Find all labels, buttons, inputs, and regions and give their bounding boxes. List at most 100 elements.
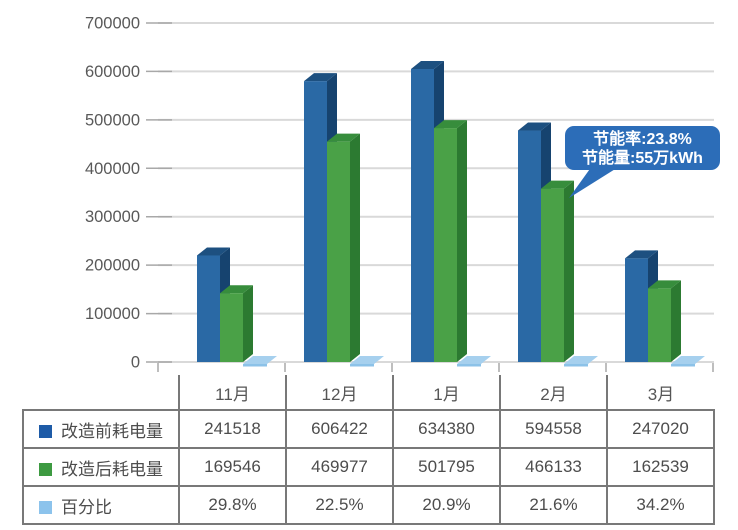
y-tick-label: 200000 (85, 257, 140, 275)
bar-top-face (327, 133, 360, 142)
chart-area: 0 100000 200000 300000 400000 500000 600000 700… (85, 15, 720, 372)
chart-svg: 0 100000 200000 300000 400000 500000 600000 700… (85, 15, 720, 372)
y-tick-label: 400000 (85, 160, 140, 178)
bar-front-face (648, 288, 671, 362)
y-tick-label: 500000 (85, 111, 140, 129)
month-header-5: 3月 (606, 375, 714, 410)
month-header-1: 11月 (178, 375, 286, 410)
bar-after-1月 (434, 120, 467, 362)
bar-top-face (304, 73, 337, 82)
table-row-percent: 百分比 29.8% 22.5% 20.9% 21.6% 34.2% (22, 485, 715, 525)
bar-front-face (304, 81, 327, 362)
legend-swatch-after (39, 462, 52, 476)
bar-front-face (625, 258, 648, 362)
table-cell: 247020 (606, 409, 715, 449)
table-cell: 29.8% (178, 485, 287, 525)
table-cell: 606422 (285, 409, 394, 449)
bar-top-face (220, 285, 253, 294)
legend-label: 改造后耗电量 (61, 459, 163, 479)
table-cell: 169546 (178, 447, 287, 487)
table-row-after: 改造后耗电量 169546 469977 501795 466133 162539 (22, 447, 715, 487)
bar-side-face (564, 180, 574, 362)
bar-side-face (350, 133, 360, 362)
bar-top-face (197, 247, 230, 256)
bar-percent-1月 (457, 356, 491, 367)
bar-top-face (518, 122, 551, 131)
table-header-row: 11月 12月 1月 2月 3月 (23, 375, 714, 410)
legend-label: 改造前耗电量 (61, 421, 163, 441)
bar-percent-2月 (564, 356, 598, 367)
table-row-before: 改造前耗电量 241518 606422 634380 594558 247020 (22, 409, 715, 449)
table-cell: 22.5% (285, 485, 394, 525)
y-axis: 0 100000 200000 300000 400000 500000 600000 700… (85, 15, 140, 372)
bar-top-face (434, 120, 467, 129)
bar-front-face (220, 293, 243, 362)
month-header-2: 12月 (285, 375, 393, 410)
bar-top-face (457, 356, 491, 364)
bar-top-face (541, 180, 574, 189)
bar-percent-11月 (243, 356, 277, 367)
bar-top-face (411, 61, 444, 70)
bar-side-face (671, 280, 681, 362)
bar-after-2月 (541, 180, 574, 362)
bar-front-face (327, 141, 350, 362)
table-cell: 501795 (392, 447, 501, 487)
bar-side-face (243, 285, 253, 362)
callout-line-2: 节能量:55万kWh (582, 148, 703, 167)
data-table: 11月 12月 1月 2月 3月 改造前耗电量 241518 606422 634380 594… (22, 375, 715, 525)
table-cell: 469977 (285, 447, 394, 487)
bar-front-face (541, 188, 564, 362)
y-tick-label: 600000 (85, 63, 140, 81)
bar-front-face (350, 364, 374, 367)
bar-front-face (434, 128, 457, 362)
table-cell: 21.6% (499, 485, 608, 525)
y-tick-label: 700000 (85, 15, 140, 33)
bar-percent-12月 (350, 356, 384, 367)
month-header-3: 1月 (392, 375, 500, 410)
table-cell: 241518 (178, 409, 287, 449)
legend-cell-before: 改造前耗电量 (22, 409, 180, 449)
corner-cell (23, 375, 179, 410)
bar-after-12月 (327, 133, 360, 362)
legend-swatch-percent (39, 500, 52, 514)
month-header-row: 11月 12月 1月 2月 3月 (23, 375, 714, 410)
table-cell: 594558 (499, 409, 608, 449)
legend-cell-after: 改造后耗电量 (22, 447, 180, 487)
table-cell: 634380 (392, 409, 501, 449)
legend-label: 百分比 (61, 497, 112, 517)
bar-front-face (518, 130, 541, 362)
y-tick-label: 0 (131, 354, 140, 372)
bar-top-face (671, 356, 705, 364)
bar-side-face (457, 120, 467, 362)
callout-tail (569, 166, 620, 198)
legend-cell-percent: 百分比 (22, 485, 180, 525)
callout-line-1: 节能率:23.8% (593, 129, 692, 148)
table-cell: 34.2% (606, 485, 715, 525)
bar-top-face (564, 356, 598, 364)
bar-front-face (564, 364, 588, 367)
legend-swatch-before (39, 424, 52, 438)
bar-after-11月 (220, 285, 253, 362)
table-body: 改造前耗电量 241518 606422 634380 594558 247020 改造后耗… (22, 409, 715, 525)
bar-top-face (350, 356, 384, 364)
bar-front-face (197, 255, 220, 362)
bar-front-face (411, 69, 434, 362)
bar-top-face (243, 356, 277, 364)
bar-percent-3月 (671, 356, 705, 367)
bar-front-face (671, 364, 695, 367)
y-tick-label: 300000 (85, 208, 140, 226)
table-cell: 20.9% (392, 485, 501, 525)
bar-top-face (648, 280, 681, 289)
bars (197, 61, 705, 367)
bar-top-face (625, 250, 658, 259)
table-cell: 466133 (499, 447, 608, 487)
bar-front-face (457, 364, 481, 367)
month-header-4: 2月 (499, 375, 607, 410)
bar-front-face (243, 364, 267, 367)
savings-callout: 节能率:23.8%节能量:55万kWh (565, 126, 720, 198)
table-cell: 162539 (606, 447, 715, 487)
bar-after-3月 (648, 280, 681, 362)
callout-bubble (565, 126, 720, 170)
y-tick-label: 100000 (85, 305, 140, 323)
